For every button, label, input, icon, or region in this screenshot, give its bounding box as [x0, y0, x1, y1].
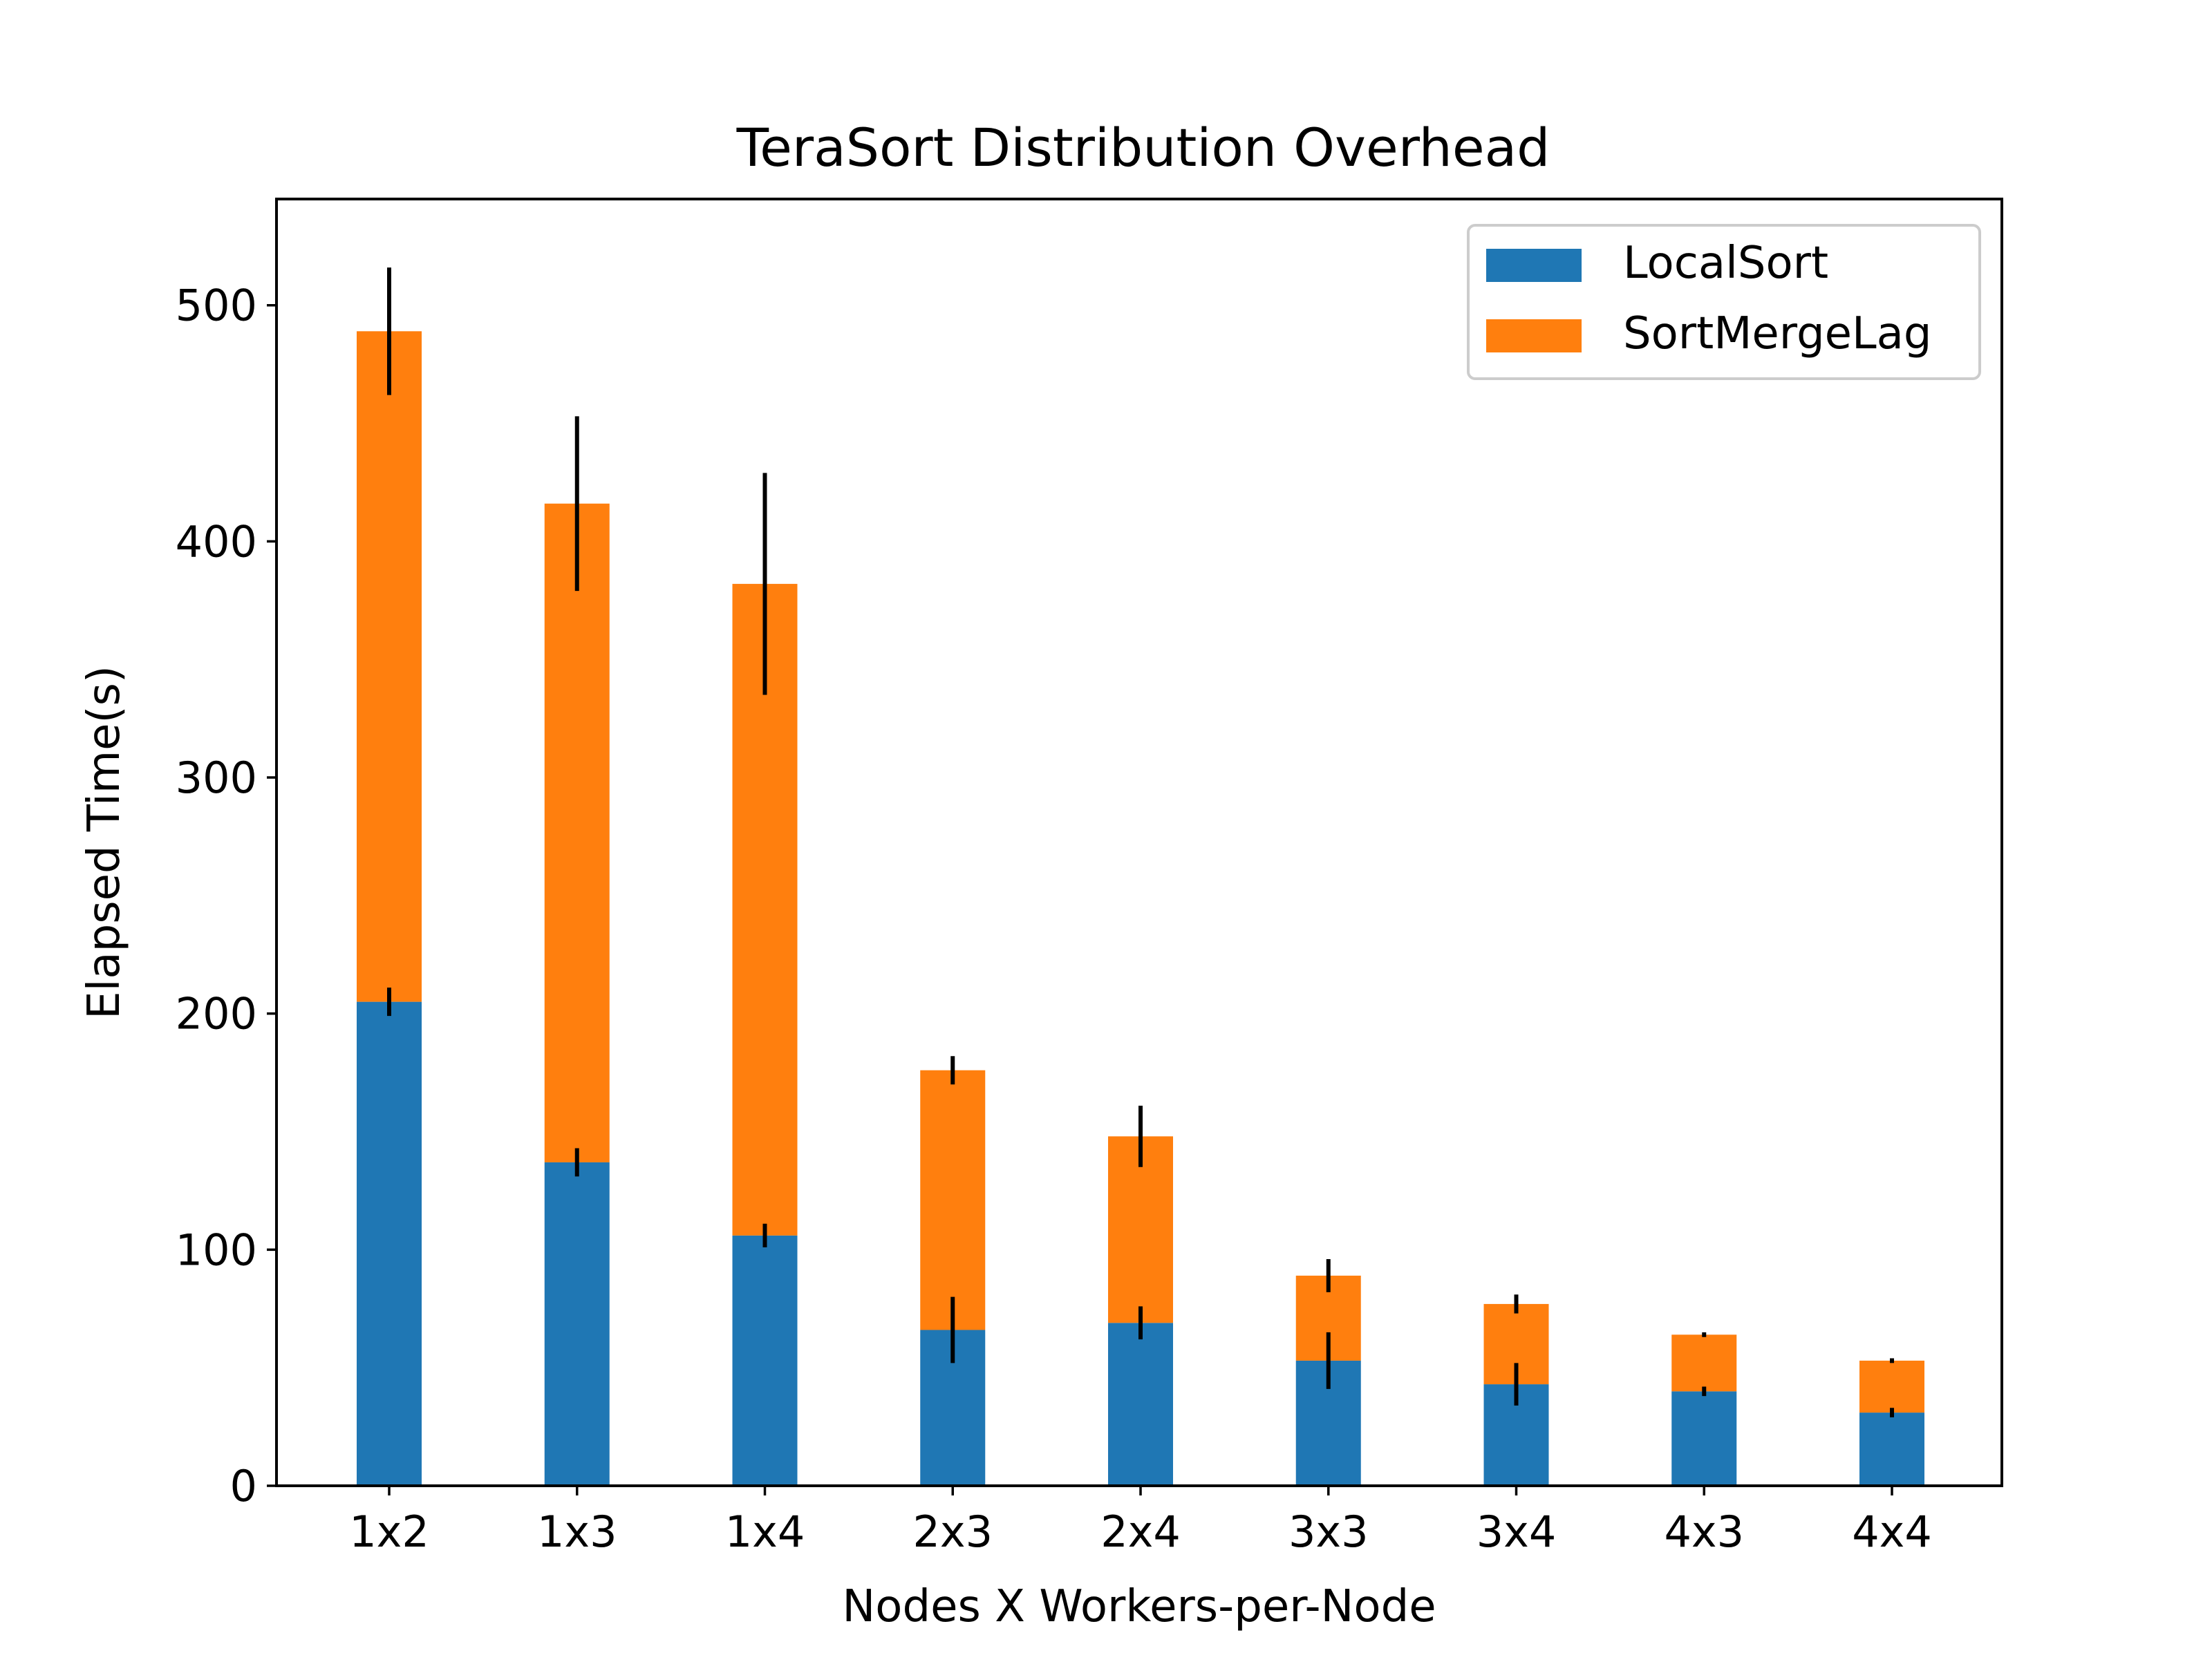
- x-tick-label: 4x3: [1664, 1507, 1744, 1557]
- legend-label-localsort: LocalSort: [1623, 238, 1828, 289]
- legend-frame: [1467, 224, 1981, 380]
- y-tick-label: 200: [176, 989, 257, 1039]
- legend-label-sortmergelag: SortMergeLag: [1623, 308, 1931, 359]
- y-axis: 0 100 200 300 400 500: [176, 281, 276, 1511]
- legend-swatch-localsort: [1486, 249, 1582, 282]
- bar-localsort-4x4: [1859, 1413, 1924, 1486]
- bar-sortmergelag-1x3: [544, 503, 610, 1162]
- plot-area: 0 100 200 300 400 500 1x2 1x3 1x4 2x3 2x4 3x3 3x4 4x…: [176, 198, 2003, 1557]
- y-tick-label: 400: [176, 516, 257, 567]
- axes-frame: [275, 198, 2003, 1487]
- x-tick-label: 1x4: [725, 1507, 805, 1557]
- bar-localsort-2x4: [1108, 1323, 1173, 1486]
- bar-localsort-4x3: [1671, 1391, 1737, 1486]
- bar-sortmergelag-4x3: [1671, 1334, 1737, 1392]
- chart-title: TeraSort Distribution Overhead: [736, 117, 1550, 178]
- x-axis-label: Nodes X Workers-per-Node: [842, 1581, 1436, 1632]
- y-tick-label: 300: [176, 753, 257, 803]
- bar-sortmergelag-2x3: [920, 1070, 986, 1330]
- y-axis-label: Elapsed Time(s): [79, 665, 130, 1019]
- y-tick-label: 0: [230, 1461, 257, 1511]
- y-tick-label: 100: [176, 1225, 257, 1275]
- bar-localsort-1x2: [357, 1001, 422, 1486]
- x-tick-label: 2x4: [1100, 1507, 1181, 1557]
- bar-sortmergelag-4x4: [1859, 1360, 1924, 1413]
- y-tick-label: 500: [176, 281, 257, 331]
- legend-swatch-sortmergelag: [1486, 319, 1582, 352]
- legend: LocalSort SortMergeLag: [1467, 224, 1981, 380]
- x-axis: 1x2 1x3 1x4 2x3 2x4 3x3 3x4 4x3 4x4: [349, 1486, 1932, 1557]
- x-tick-label: 1x3: [537, 1507, 617, 1557]
- bar-sortmergelag-2x4: [1108, 1136, 1173, 1323]
- x-tick-label: 4x4: [1852, 1507, 1932, 1557]
- errorbars-layer: [387, 267, 1894, 1417]
- bar-localsort-1x4: [732, 1235, 798, 1486]
- x-tick-label: 1x2: [349, 1507, 429, 1557]
- x-tick-label: 2x3: [912, 1507, 993, 1557]
- bar-sortmergelag-1x2: [357, 331, 422, 1002]
- bar-localsort-1x3: [544, 1162, 610, 1486]
- x-tick-label: 3x4: [1477, 1507, 1557, 1557]
- x-tick-label: 3x3: [1288, 1507, 1369, 1557]
